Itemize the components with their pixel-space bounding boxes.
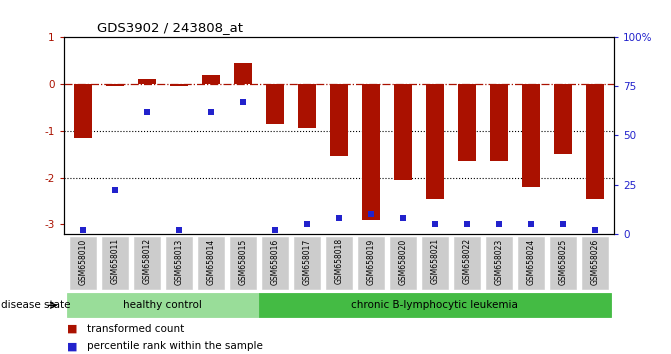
Bar <box>486 237 512 289</box>
Text: GSM658017: GSM658017 <box>303 238 311 285</box>
Text: chronic B-lymphocytic leukemia: chronic B-lymphocytic leukemia <box>352 300 518 310</box>
Bar <box>586 84 604 199</box>
Bar <box>234 63 252 84</box>
Point <box>78 227 89 233</box>
Point <box>174 227 185 233</box>
Bar <box>550 237 576 289</box>
Text: GSM658018: GSM658018 <box>334 238 344 284</box>
Text: GSM658012: GSM658012 <box>142 238 152 284</box>
Bar <box>106 84 123 86</box>
Bar <box>454 237 480 289</box>
Point <box>205 109 216 115</box>
Text: GSM658023: GSM658023 <box>495 238 503 285</box>
Bar <box>325 237 352 289</box>
Bar <box>229 237 256 289</box>
Text: GSM658020: GSM658020 <box>399 238 407 285</box>
Text: GSM658019: GSM658019 <box>366 238 375 285</box>
Text: GSM658013: GSM658013 <box>174 238 183 285</box>
Bar <box>517 237 544 289</box>
Bar <box>138 79 156 84</box>
Bar <box>202 75 219 84</box>
Bar <box>67 293 259 317</box>
Text: GSM658026: GSM658026 <box>590 238 599 285</box>
Bar <box>358 237 384 289</box>
Point <box>493 221 504 227</box>
Point <box>238 99 248 105</box>
Bar <box>298 84 315 129</box>
Bar <box>166 237 192 289</box>
Bar <box>421 237 448 289</box>
Bar <box>458 84 476 161</box>
Text: transformed count: transformed count <box>87 324 185 333</box>
Bar <box>259 293 611 317</box>
Point <box>333 215 344 221</box>
Text: GSM658011: GSM658011 <box>111 238 119 284</box>
Point <box>462 221 472 227</box>
Text: ■: ■ <box>67 324 78 333</box>
Text: GSM658021: GSM658021 <box>430 238 440 284</box>
Bar <box>426 84 444 199</box>
Text: ■: ■ <box>67 341 78 351</box>
Bar <box>582 237 608 289</box>
Point <box>558 221 568 227</box>
Bar <box>74 84 92 138</box>
Point <box>397 215 408 221</box>
Text: GSM658015: GSM658015 <box>238 238 248 285</box>
Bar <box>362 84 380 219</box>
Bar <box>102 237 128 289</box>
Bar <box>170 84 188 86</box>
Text: GSM658022: GSM658022 <box>462 238 471 284</box>
Point <box>301 221 312 227</box>
Bar <box>522 84 539 187</box>
Text: GSM658025: GSM658025 <box>558 238 567 285</box>
Bar <box>330 84 348 156</box>
Text: GDS3902 / 243808_at: GDS3902 / 243808_at <box>97 21 244 34</box>
Text: healthy control: healthy control <box>123 300 203 310</box>
Bar <box>266 84 284 124</box>
Bar <box>490 84 507 161</box>
Bar <box>294 237 320 289</box>
Bar <box>134 237 160 289</box>
Text: GSM658010: GSM658010 <box>79 238 87 285</box>
Point <box>589 227 600 233</box>
Text: GSM658016: GSM658016 <box>270 238 279 285</box>
Bar <box>554 84 572 154</box>
Text: GSM658024: GSM658024 <box>526 238 535 285</box>
Bar <box>262 237 288 289</box>
Bar <box>390 237 416 289</box>
Point <box>109 188 120 193</box>
Bar <box>394 84 411 180</box>
Point <box>525 221 536 227</box>
Point <box>142 109 152 115</box>
Bar <box>198 237 224 289</box>
Text: percentile rank within the sample: percentile rank within the sample <box>87 341 263 351</box>
Point <box>270 227 280 233</box>
Point <box>429 221 440 227</box>
Text: disease state: disease state <box>1 300 70 310</box>
Bar <box>70 237 96 289</box>
Text: GSM658014: GSM658014 <box>207 238 215 285</box>
Point <box>366 211 376 217</box>
